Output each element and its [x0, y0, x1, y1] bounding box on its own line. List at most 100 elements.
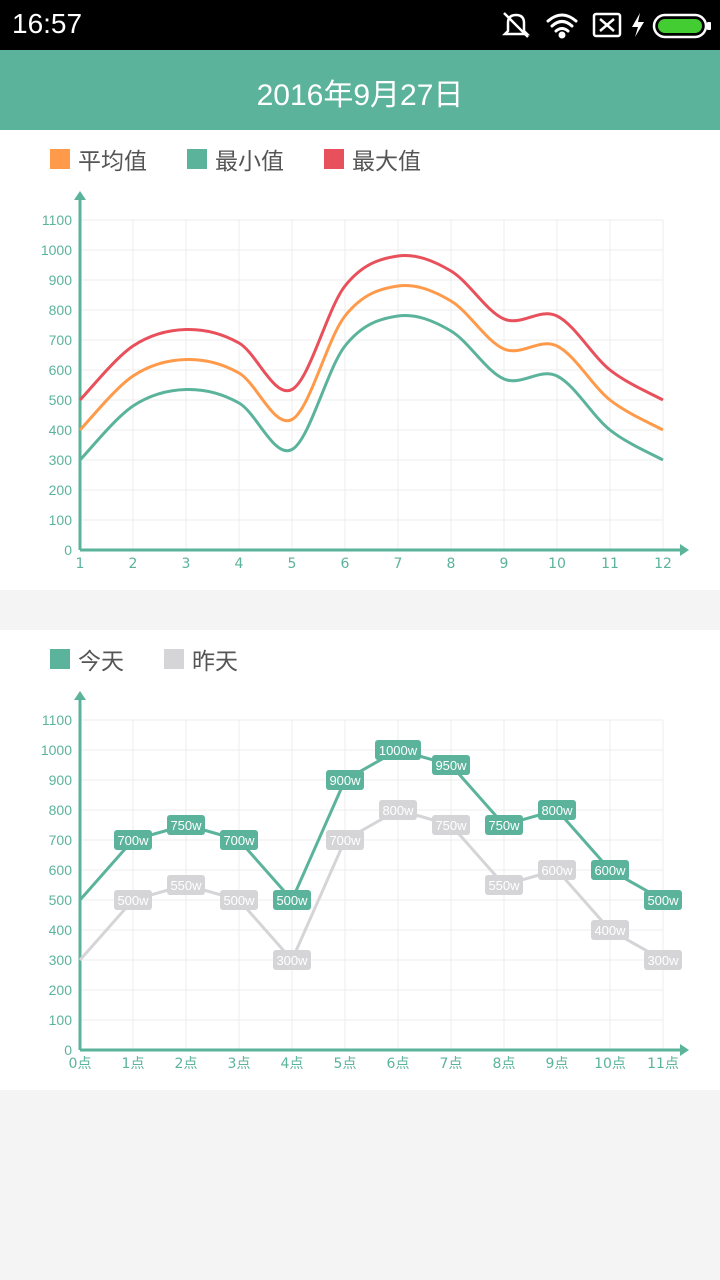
data-label: 700w — [329, 833, 361, 848]
legend-item-min: 最小值 — [187, 142, 284, 176]
data-label: 550w — [170, 878, 202, 893]
legend-label-max: 最大值 — [352, 149, 421, 175]
chart2-legend: 今天 昨天 — [50, 644, 278, 675]
x-tick-label: 6点 — [387, 1056, 410, 1072]
data-label-bg — [167, 815, 205, 835]
x-tick-label: 8 — [447, 556, 456, 572]
data-label-bg — [326, 830, 364, 850]
y-tick-label: 300 — [49, 952, 73, 968]
chart-card-1: 平均值 最小值 最大值 0 100 200 300 400 500 600 700 800 900… — [0, 130, 720, 590]
x-tick-label: 8点 — [493, 1056, 516, 1072]
data-label: 550w — [488, 878, 520, 893]
x-tick-label: 3点 — [228, 1056, 251, 1072]
x-axis-arrow — [680, 544, 689, 556]
y-tick-label: 500 — [49, 392, 73, 408]
y-tick-label: 800 — [49, 302, 73, 318]
data-label-bg — [326, 770, 364, 790]
legend-swatch-max — [324, 149, 344, 169]
x-tick-label: 1 — [76, 556, 85, 572]
y-axis-arrow — [74, 191, 86, 200]
x-tick-label: 2 — [129, 556, 138, 572]
legend-label-yesterday: 昨天 — [192, 649, 238, 675]
chart2-plot: 0 100 200 300 400 500 600 700 800 900 1000 1100 0点 1点… — [41, 691, 689, 1072]
app-bar: 2016年9月27日 — [0, 50, 720, 130]
y-tick-label: 100 — [49, 1012, 73, 1028]
data-label: 750w — [435, 818, 467, 833]
data-label-bg — [644, 890, 682, 910]
x-tick-label: 9 — [500, 556, 509, 572]
x-axis-arrow — [680, 1044, 689, 1056]
data-label-bg — [375, 740, 421, 760]
y-tick-label: 1100 — [42, 712, 72, 728]
y-tick-label: 700 — [49, 832, 73, 848]
status-icons — [501, 12, 711, 39]
data-label: 1000w — [379, 743, 418, 758]
data-label-bg — [591, 860, 629, 880]
legend-label-today: 今天 — [78, 649, 124, 675]
y-tick-label: 800 — [49, 802, 73, 818]
y-tick-label: 600 — [49, 862, 73, 878]
x-tick-label: 0点 — [69, 1056, 92, 1072]
y-tick-label: 300 — [49, 452, 73, 468]
y-tick-label: 400 — [49, 922, 73, 938]
x-tick-label: 5点 — [334, 1056, 357, 1072]
data-label: 300w — [647, 953, 679, 968]
data-label-bg — [167, 875, 205, 895]
data-label: 700w — [117, 833, 149, 848]
x-tick-label: 7 — [394, 556, 403, 572]
y-axis-arrow — [74, 691, 86, 700]
x-tick-label: 11 — [601, 556, 619, 572]
x-tick-label: 10 — [548, 556, 566, 572]
x-tick-label: 4点 — [281, 1056, 304, 1072]
y-tick-label: 700 — [49, 332, 73, 348]
x-tick-label: 12 — [654, 556, 672, 572]
data-label: 600w — [541, 863, 573, 878]
data-label-bg — [432, 815, 470, 835]
data-label: 900w — [329, 773, 361, 788]
legend-swatch-min — [187, 149, 207, 169]
x-tick-label: 2点 — [175, 1056, 198, 1072]
data-label: 500w — [117, 893, 149, 908]
data-label: 700w — [223, 833, 255, 848]
x-tick-label: 5 — [288, 556, 297, 572]
data-label-bg — [114, 830, 152, 850]
y-tick-label: 900 — [49, 272, 73, 288]
y-tick-label: 900 — [49, 772, 73, 788]
data-label-bg — [114, 890, 152, 910]
data-label-bg — [485, 875, 523, 895]
x-tick-label: 4 — [235, 556, 244, 572]
data-label: 750w — [488, 818, 520, 833]
data-label: 750w — [170, 818, 202, 833]
legend-label-avg: 平均值 — [78, 149, 147, 175]
data-label: 950w — [435, 758, 467, 773]
data-label: 800w — [541, 803, 573, 818]
wifi-icon — [546, 13, 578, 39]
y-tick-label: 0 — [64, 1042, 72, 1058]
status-bar: 16:57 — [0, 0, 720, 50]
x-tick-label: 11点 — [647, 1056, 679, 1072]
data-label-bg — [591, 920, 629, 940]
data-label: 400w — [594, 923, 626, 938]
charging-icon — [632, 13, 644, 37]
data-label-bg — [273, 890, 311, 910]
legend-label-min: 最小值 — [215, 149, 284, 175]
x-tick-label: 9点 — [546, 1056, 569, 1072]
data-label-bg — [432, 755, 470, 775]
y-tick-label: 1000 — [41, 742, 72, 758]
data-label-bg — [273, 950, 311, 970]
data-label-bg — [538, 860, 576, 880]
y-tick-label: 200 — [49, 982, 73, 998]
page-title: 2016年9月27日 — [256, 79, 464, 112]
y-tick-label: 600 — [49, 362, 73, 378]
y-tick-label: 1100 — [42, 212, 72, 228]
legend-item-avg: 平均值 — [50, 142, 147, 176]
series-line-2 — [78, 253, 664, 402]
status-time: 16:57 — [12, 8, 83, 39]
no-sim-icon — [592, 12, 622, 38]
data-label-bg — [220, 890, 258, 910]
legend-item-max: 最大值 — [324, 142, 421, 176]
y-tick-label: 200 — [49, 482, 73, 498]
x-tick-label: 3 — [182, 556, 191, 572]
data-label-bg — [538, 800, 576, 820]
y-tick-label: 0 — [64, 542, 72, 558]
